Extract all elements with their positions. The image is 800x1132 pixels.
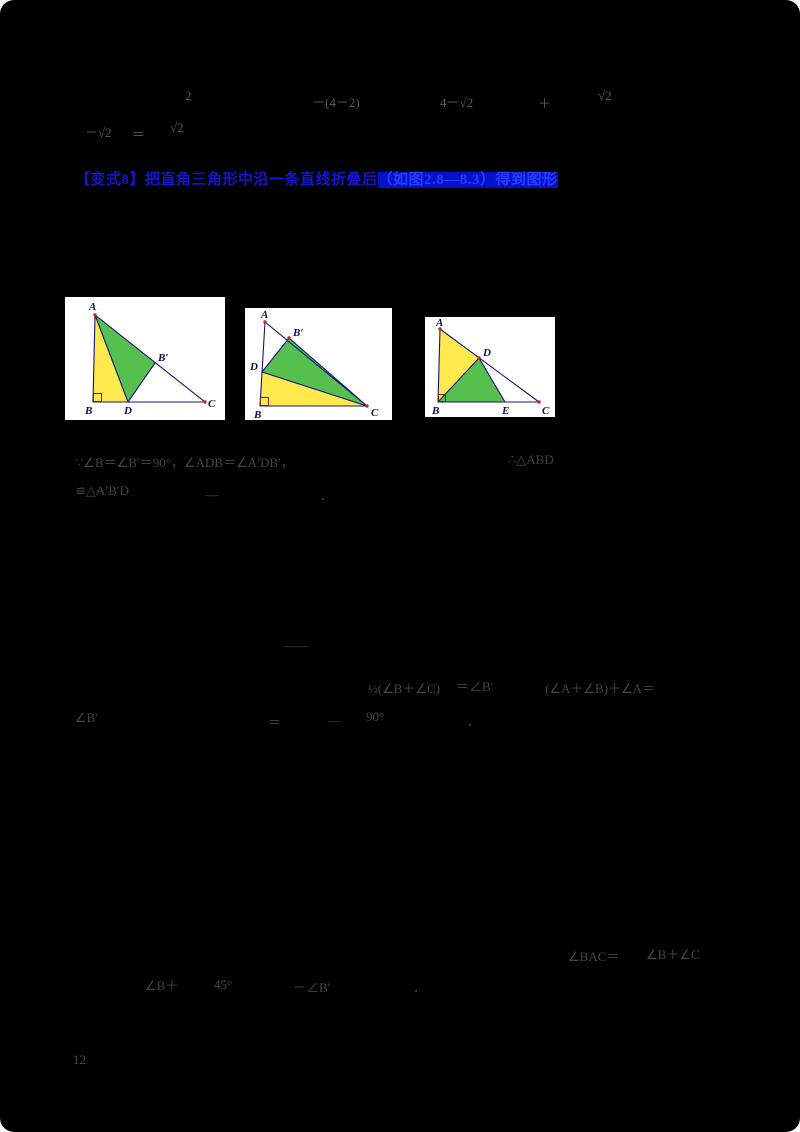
triangle-figure-2: A B′ D B C — [249, 309, 379, 421]
math-fragment: －∠B′ — [293, 980, 331, 995]
math-fragment: ． — [467, 714, 481, 729]
vertex-dot — [263, 320, 267, 324]
triangle-lines — [92, 313, 207, 403]
page-number: 12 — [73, 1052, 86, 1067]
math-fragment: ∴△ABD — [508, 452, 554, 467]
label-B-prime: B′ — [157, 352, 168, 364]
triangle-lines — [259, 320, 369, 407]
right-angle-mark — [260, 397, 269, 406]
math-fragment: ∠BAC＝ — [568, 949, 620, 964]
label-C: C — [208, 398, 216, 410]
label-C: C — [371, 407, 379, 419]
vertex-dot — [537, 400, 541, 404]
math-fragment: — — [205, 487, 218, 502]
vertex-dot — [203, 400, 207, 404]
vertex-dot — [477, 356, 481, 360]
math-fragment: －√2 — [85, 125, 112, 140]
heading-tail: 得到图形 — [495, 172, 558, 188]
math-fragment: 45° — [214, 977, 233, 992]
math-fragment: √2 — [170, 120, 184, 135]
yellow-region — [438, 329, 479, 402]
triangle-lines — [437, 327, 541, 403]
label-E: E — [501, 405, 509, 417]
figure-panel-2: A B′ D B C — [245, 308, 392, 421]
label-A: A — [260, 309, 268, 321]
math-fragment: 90° — [366, 709, 385, 724]
label-A: A — [88, 301, 96, 313]
problem-heading: 【变式8】把直角三角形中沿一条直线折叠后（如图2.8—8.3）得到图形 — [75, 168, 558, 189]
triangle-figure-3: A D B E C — [431, 317, 550, 417]
math-fragment: √2 — [598, 88, 612, 103]
math-fragment: ∠B＋ — [145, 978, 179, 993]
math-fragment: (∠A＋∠B)＋∠A＝ — [545, 681, 656, 696]
right-angle-mark — [93, 393, 102, 402]
math-fragment: ． — [413, 980, 427, 995]
figure-panel-3: A D B E C — [425, 317, 555, 417]
vertex-dot — [438, 327, 442, 331]
vertex-dot — [93, 313, 97, 317]
label-B: B — [253, 409, 261, 420]
label-C: C — [542, 405, 550, 417]
math-fragment: ∠B＋∠C — [646, 947, 700, 962]
heading-figure-ref: （如图2.8—8.3） — [377, 172, 496, 188]
vertex-dot — [365, 404, 369, 408]
label-D: D — [249, 361, 258, 373]
math-fragment: ∵∠B＝∠B′＝90°，∠ADB＝∠A′DB′， — [75, 455, 294, 470]
triangle-figure-1: A B D C B′ — [84, 301, 216, 417]
green-region — [262, 338, 367, 406]
math-fragment: ≌△A′B′D — [75, 483, 130, 498]
label-B: B — [431, 405, 439, 417]
vertex-dot — [287, 336, 291, 340]
math-fragment: 4－√2 — [440, 95, 474, 110]
label-B: B — [84, 405, 92, 417]
math-fragment: ＝ — [132, 127, 146, 142]
math-fragment: 2 — [185, 88, 192, 103]
heading-main: 【变式8】把直角三角形中沿一条直线折叠后 — [75, 172, 378, 188]
right-angle-mark — [438, 394, 446, 402]
label-D: D — [123, 405, 132, 417]
green-region — [95, 315, 155, 402]
label-A: A — [435, 317, 443, 329]
math-fragment: －(4－2) — [312, 95, 360, 110]
math-fragment: — — [328, 713, 341, 728]
math-fragment: ＋ — [538, 96, 552, 111]
math-fragment: —— — [283, 638, 309, 653]
math-fragment: ∠B′ — [75, 710, 99, 725]
math-fragment: ＝∠B′ — [456, 679, 494, 694]
green-region — [438, 358, 505, 402]
figure-panel-1: A B D C B′ — [65, 297, 225, 420]
label-B-prime: B′ — [292, 327, 303, 339]
label-D: D — [482, 347, 491, 359]
math-fragment: ． — [320, 488, 334, 503]
math-fragment: ＝ — [268, 715, 282, 730]
math-fragment: ½(∠B＋∠C) — [368, 681, 441, 696]
